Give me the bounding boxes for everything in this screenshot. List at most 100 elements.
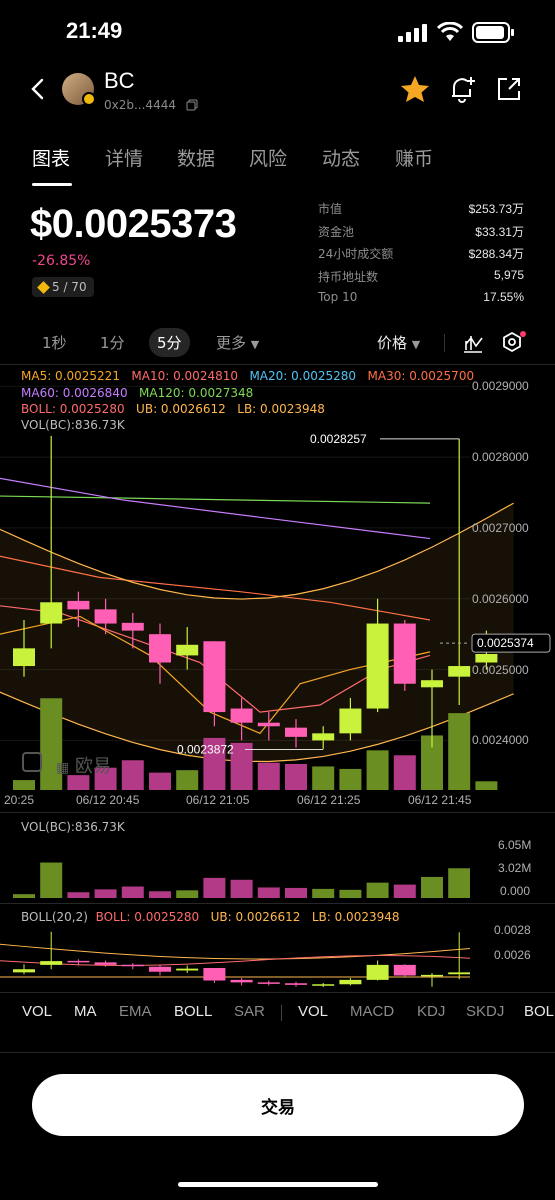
boll-ub-line: [0, 943, 470, 960]
indicator-macd[interactable]: MACD: [350, 1003, 395, 1020]
boll-candle-body: [285, 983, 307, 985]
boll-candle-body: [176, 968, 199, 971]
boll-mid-line: [0, 955, 470, 966]
divider: [0, 812, 555, 813]
timeframe-1m[interactable]: 1分: [100, 334, 125, 352]
price-mode-select[interactable]: 价格 ▼: [377, 332, 420, 353]
stat-value: 5,975: [493, 267, 524, 282]
trade-button[interactable]: 交易: [32, 1074, 524, 1136]
divider: [281, 1005, 282, 1021]
candlestick-chart[interactable]: 0.0028257 0.0023872 0.0025374: [0, 365, 555, 810]
share-icon[interactable]: [496, 76, 522, 102]
indicator-icon[interactable]: [462, 332, 484, 354]
boll-candle-body: [448, 972, 470, 975]
tab-activity[interactable]: 动态: [322, 148, 361, 170]
star-icon[interactable]: [400, 75, 430, 103]
volume-bar: [366, 750, 389, 790]
indicator-vol[interactable]: VOL: [22, 1003, 53, 1020]
token-address[interactable]: 0x2b...4444: [104, 98, 198, 112]
volume-bar: [67, 892, 90, 898]
stat-key: 市值: [318, 202, 343, 216]
token-name: BC: [104, 68, 135, 93]
timeframe-1s[interactable]: 1秒: [42, 334, 67, 352]
volume-max-tick: 6.05M: [498, 838, 532, 852]
candle-body: [94, 609, 117, 624]
boll-tick-1: 0.0028: [494, 923, 531, 937]
signal-icon: [398, 24, 427, 42]
stat-row: 持币地址数 5,975: [318, 268, 524, 291]
caret-down-icon: ▼: [250, 338, 260, 351]
home-indicator: [178, 1182, 378, 1187]
volume-bar: [257, 887, 280, 898]
volume-min-tick: 0.000: [500, 884, 531, 898]
bell-add-icon[interactable]: [448, 74, 478, 104]
tab-chart[interactable]: 图表: [32, 148, 71, 170]
boll-chart[interactable]: [0, 928, 470, 990]
boll-candle-body: [257, 982, 280, 984]
volume-bar: [421, 876, 443, 898]
volume-bar: [176, 770, 199, 790]
low-price-label: 0.0023872: [177, 742, 234, 756]
volume-mid-tick: 3.02M: [498, 861, 532, 875]
volume-bar: [257, 762, 280, 790]
candle-body: [366, 623, 389, 709]
x-tick-label: 06/12 21:45: [408, 793, 472, 807]
divider: [444, 334, 445, 352]
volume-bar: [149, 772, 171, 790]
candle-body: [257, 722, 280, 727]
back-icon[interactable]: [28, 78, 48, 100]
rank-badge[interactable]: 5 / 70: [32, 277, 94, 297]
indicator-sub-vol[interactable]: VOL: [298, 1003, 329, 1020]
indicator-boll[interactable]: BOLL: [174, 1003, 213, 1020]
indicator-ma[interactable]: MA: [74, 1003, 97, 1020]
stats-panel: 市值 $253.73万 资金池 $33.31万 24小时成交额 $288.34万 持币…: [318, 200, 524, 313]
timeframe-more[interactable]: 更多 ▼: [216, 332, 259, 353]
volume-bar: [366, 882, 389, 898]
boll-candle-body: [94, 962, 117, 965]
tab-data[interactable]: 数据: [177, 148, 216, 170]
tab-risk[interactable]: 风险: [249, 148, 288, 170]
volume-bar: [285, 887, 307, 898]
volume-bar: [40, 862, 63, 898]
more-label: 更多: [216, 334, 247, 352]
tab-details[interactable]: 详情: [105, 148, 144, 170]
indicator-kdj[interactable]: KDJ: [417, 1003, 446, 1020]
indicator-ema[interactable]: EMA: [119, 1003, 152, 1020]
candle-body: [203, 641, 226, 713]
tab-earn[interactable]: 赚币: [395, 148, 434, 170]
current-price-box: [471, 633, 551, 653]
stat-row: Top 10 17.55%: [318, 290, 524, 313]
watermark-logo-icon: [22, 752, 42, 772]
candle-body: [312, 733, 335, 741]
lb-line: [0, 691, 514, 763]
price-change: -26.85%: [32, 253, 91, 269]
boll-tick-2: 0.0026: [494, 948, 531, 962]
volume-bar: [475, 781, 498, 790]
status-time: 21:49: [66, 18, 123, 43]
current-price: $0.0025373: [30, 202, 237, 246]
indicator-sar[interactable]: SAR: [234, 1003, 265, 1020]
boll-candle-body: [393, 964, 416, 976]
stat-row: 市值 $253.73万: [318, 200, 524, 223]
tab-underline: [32, 183, 72, 186]
volume-bar: [312, 766, 335, 790]
volume-bar: [121, 886, 144, 898]
ma60-line: [0, 477, 431, 540]
indicator-skdj[interactable]: SKDJ: [466, 1003, 505, 1020]
divider: [0, 903, 555, 904]
ma-legend-2: MA60: 0.0026840 MA120: 0.0027348: [21, 386, 253, 400]
candle-body: [448, 666, 471, 677]
ma120-label: MA120: 0.0027348: [139, 386, 254, 400]
indicator-sub-boll[interactable]: BOLL: [524, 1003, 555, 1020]
volume-bar: [94, 767, 117, 790]
volume-bar: [421, 735, 443, 790]
copy-icon[interactable]: [186, 99, 198, 111]
timeframe-5m[interactable]: 5分: [149, 328, 190, 357]
volume-panel-label: VOL(BC):836.73K: [21, 820, 125, 834]
boll-candle-body: [312, 984, 335, 986]
divider: [0, 364, 555, 365]
volume-chart[interactable]: [0, 835, 470, 900]
settings-icon[interactable]: [500, 331, 528, 357]
volume-bar: [230, 742, 253, 790]
ma60-label: MA60: 0.0026840: [21, 386, 128, 400]
